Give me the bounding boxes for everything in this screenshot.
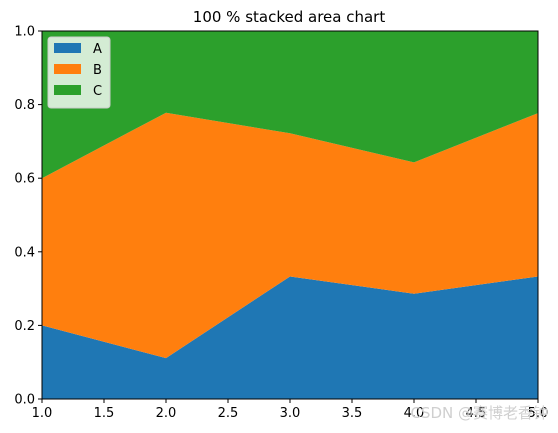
plot-area xyxy=(41,30,539,400)
y-tick-label: 0.6 xyxy=(14,172,35,187)
area-series-a xyxy=(42,276,538,399)
watermark: CSDN @赛博老香钟 xyxy=(410,404,548,422)
y-tick-label: 0.4 xyxy=(14,245,35,260)
legend-swatch-b xyxy=(54,64,81,74)
x-tick-label: 4.5 xyxy=(466,406,487,421)
x-axis: 1.0 1.5 2.0 2.5 3.0 3.5 4.0 4.5 5.0 xyxy=(32,399,549,421)
legend-label-a: A xyxy=(93,42,102,57)
x-tick-label: 5.0 xyxy=(528,406,549,421)
y-axis: 0.0 0.2 0.4 0.6 0.8 1.0 xyxy=(14,25,42,408)
legend-label-c: C xyxy=(93,84,102,99)
x-tick-label: 2.0 xyxy=(156,406,177,421)
chart-title: 100 % stacked area chart xyxy=(193,8,386,26)
y-tick-label: 0.2 xyxy=(14,319,35,334)
legend-label-b: B xyxy=(93,63,102,78)
y-tick-label: 0.0 xyxy=(14,393,35,408)
x-tick-label: 3.5 xyxy=(342,406,363,421)
x-tick-label: 3.0 xyxy=(280,406,301,421)
y-tick-label: 1.0 xyxy=(14,25,35,40)
x-tick-label: 4.0 xyxy=(404,406,425,421)
x-tick-label: 2.5 xyxy=(218,406,239,421)
x-tick-label: 1.5 xyxy=(94,406,115,421)
legend: ABC xyxy=(47,36,111,109)
y-tick-label: 0.8 xyxy=(14,98,35,113)
area-series-b xyxy=(42,112,538,359)
legend-swatch-c xyxy=(54,85,81,95)
legend-swatch-a xyxy=(54,43,81,53)
x-tick-label: 1.0 xyxy=(32,406,53,421)
area-series-c xyxy=(42,31,538,179)
